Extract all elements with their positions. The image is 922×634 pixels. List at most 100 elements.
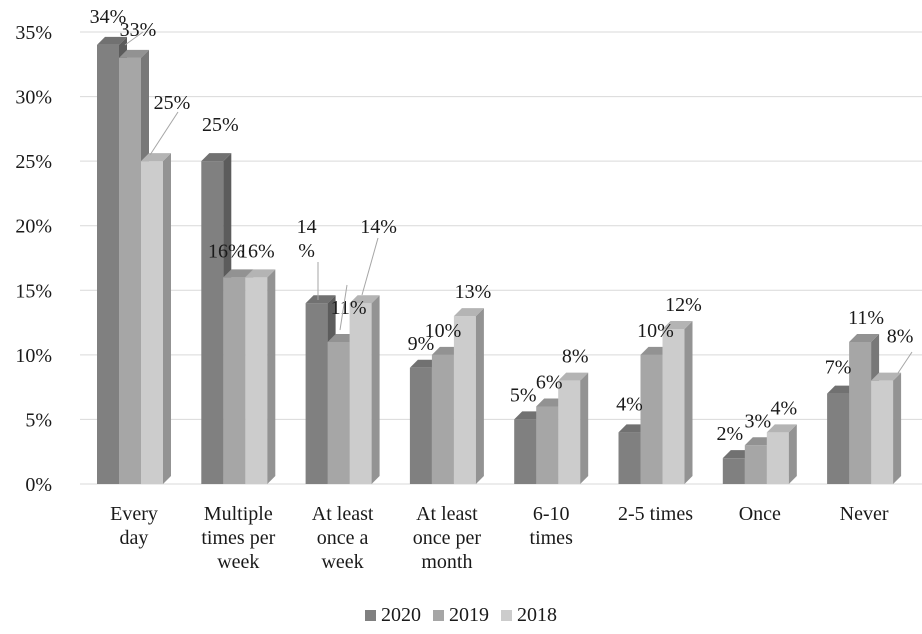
leader-line <box>361 237 379 296</box>
y-tick-label: 10% <box>15 345 52 367</box>
bar-2018-0 <box>141 161 163 484</box>
bar-top-2018-5 <box>662 321 693 330</box>
bar-2020-2 <box>305 303 328 484</box>
data-label: 14% <box>360 216 397 238</box>
bar-2019-1 <box>223 277 246 484</box>
bar-2020-1 <box>201 161 224 484</box>
data-label: 16% <box>208 240 245 262</box>
data-label: 2% <box>716 423 743 445</box>
y-tick-label: 20% <box>15 216 52 238</box>
bar-2019-3 <box>431 354 454 484</box>
bar-side-2018-6 <box>788 424 797 484</box>
bar-top-2019-7 <box>849 333 880 342</box>
bar-top-2019-0 <box>119 49 149 58</box>
bar-top-2018-0 <box>141 153 171 162</box>
bar-2020-6 <box>722 458 745 484</box>
y-tick-label: 15% <box>15 280 52 302</box>
bar-2019-2 <box>327 341 350 484</box>
bar-top-2020-2 <box>305 295 336 304</box>
data-label: 10% <box>637 320 674 342</box>
x-tick-label: Never <box>840 503 889 525</box>
bar-2020-3 <box>409 367 432 484</box>
bar-2019-5 <box>640 354 663 484</box>
bar-top-2020-1 <box>201 153 232 162</box>
x-tick-label: At least once per month <box>413 503 482 573</box>
bar-2018-1 <box>245 277 268 484</box>
x-tick-label: Once <box>739 503 781 525</box>
data-label: 14% <box>297 216 317 262</box>
legend-item-2020: 2020 <box>365 604 421 627</box>
bar-top-2018-6 <box>766 424 797 433</box>
bar-2020-5 <box>618 432 641 484</box>
bar-2018-4 <box>558 380 581 484</box>
bar-side-2018-2 <box>371 295 380 484</box>
bar-side-2018-3 <box>475 308 484 484</box>
bar-side-2018-5 <box>684 321 693 484</box>
data-label: 4% <box>770 397 797 419</box>
bar-side-2018-1 <box>267 269 276 484</box>
data-label: 33% <box>120 19 157 41</box>
x-tick-label: Multiple times per week <box>201 503 275 573</box>
bar-2020-0 <box>97 44 119 485</box>
legend-item-2018: 2018 <box>501 604 557 627</box>
leader-line <box>339 284 348 331</box>
leader-line <box>897 351 913 374</box>
data-label: 25% <box>154 92 191 114</box>
legend-label-2018: 2018 <box>517 603 557 626</box>
bar-top-2018-7 <box>871 372 902 381</box>
x-tick-label: 6-10 times <box>530 503 574 549</box>
bar-2019-7 <box>849 341 872 484</box>
bar-top-2018-4 <box>558 372 589 381</box>
bar-top-2018-1 <box>245 269 276 278</box>
x-tick-label: 2-5 times <box>618 503 693 525</box>
y-tick-label: 35% <box>15 22 52 44</box>
bar-2019-0 <box>119 57 141 484</box>
bar-2019-6 <box>744 445 767 484</box>
y-tick-label: 30% <box>15 87 52 109</box>
data-label: 3% <box>744 410 771 432</box>
legend-swatch-2020 <box>365 609 376 621</box>
data-label: 13% <box>455 281 492 303</box>
bar-2018-6 <box>766 432 789 484</box>
bar-top-2019-1 <box>223 269 254 278</box>
legend-swatch-2019 <box>433 609 444 621</box>
bar-2018-7 <box>871 380 894 484</box>
data-label: 12% <box>665 294 702 316</box>
data-label: 11% <box>331 297 367 319</box>
bar-2019-4 <box>536 406 559 484</box>
bar-top-2018-2 <box>349 295 380 304</box>
bar-2020-4 <box>514 419 537 484</box>
bar-2018-3 <box>453 316 476 484</box>
legend-swatch-2018 <box>501 609 512 621</box>
data-label: 16% <box>238 240 275 262</box>
leader-line <box>149 111 179 156</box>
leader-line <box>124 31 144 46</box>
data-label: 5% <box>510 384 537 406</box>
y-tick-label: 0% <box>25 474 52 496</box>
bar-top-2020-0 <box>97 36 127 45</box>
bar-2018-2 <box>349 303 372 484</box>
data-label: 10% <box>425 320 462 342</box>
legend-item-2019: 2019 <box>433 604 489 627</box>
x-tick-label: Every day <box>110 503 158 549</box>
bar-2018-5 <box>662 329 685 484</box>
data-label: 8% <box>562 346 589 368</box>
data-label: 9% <box>408 333 435 355</box>
y-tick-label: 25% <box>15 151 52 173</box>
data-label: 25% <box>202 114 239 136</box>
data-label: 4% <box>616 393 643 415</box>
chart-legend: 2020 2019 2018 <box>0 600 922 630</box>
data-label: 8% <box>887 326 914 348</box>
data-label: 7% <box>825 357 852 379</box>
bar-side-2018-4 <box>580 372 589 484</box>
legend-label-2020: 2020 <box>381 603 421 626</box>
bar-top-2018-3 <box>453 308 484 317</box>
legend-label-2019: 2019 <box>449 603 489 626</box>
bar-side-2018-7 <box>893 372 902 484</box>
data-label: 11% <box>848 307 884 329</box>
bar-side-2018-0 <box>163 153 171 484</box>
data-label: 6% <box>536 372 563 394</box>
x-tick-label: At least once a week <box>312 503 374 573</box>
bar-2020-7 <box>827 393 850 484</box>
